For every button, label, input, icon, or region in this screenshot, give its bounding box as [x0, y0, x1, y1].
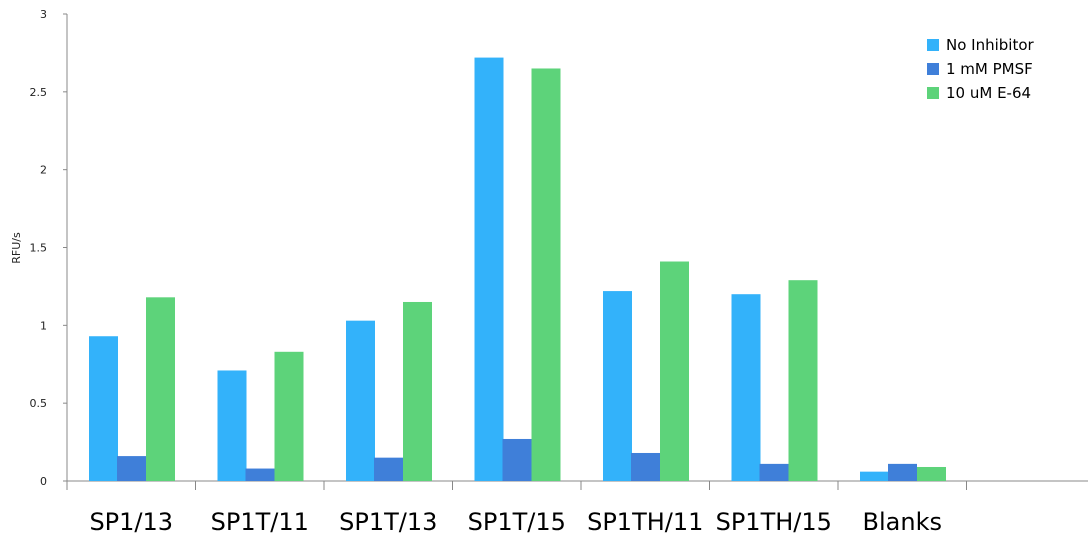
bar-no-inhibitor-sp1t-11	[217, 370, 247, 481]
legend-label: No Inhibitor	[946, 36, 1035, 54]
y-tick-label: 1	[40, 319, 47, 332]
y-axis-label: RFU/s	[10, 232, 23, 264]
x-category-label: SP1TH/15	[716, 508, 832, 536]
legend-label: 1 mM PMSF	[946, 60, 1033, 78]
bar-10-um-e-64-sp1t-15	[531, 68, 561, 481]
bar-no-inhibitor-sp1th-15	[731, 294, 761, 481]
bars	[89, 57, 946, 481]
bar-1-mm-pmsf-sp1t-13	[374, 457, 403, 481]
x-category-label: SP1TH/11	[587, 508, 703, 536]
bar-10-um-e-64-sp1t-11	[274, 351, 304, 481]
y-axis: 0 0.5 1 1.5 2 2.5 3	[30, 8, 68, 488]
y-tick-label: 2.5	[30, 86, 48, 99]
bar-no-inhibitor-sp1t-13	[346, 320, 375, 481]
y-tick-label: 2	[40, 164, 47, 177]
legend: No Inhibitor 1 mM PMSF 10 uM E-64	[927, 36, 1035, 102]
bar-10-um-e-64-sp1t-13	[403, 301, 432, 481]
bar-1-mm-pmsf-sp1th-15	[759, 463, 789, 481]
x-category-label: SP1T/13	[339, 508, 437, 536]
bar-1-mm-pmsf-sp1t-11	[245, 468, 275, 481]
y-tick-label: 0.5	[30, 397, 48, 410]
bar-10-um-e-64-sp1th-11	[660, 261, 689, 481]
bar-10-um-e-64-blanks	[917, 466, 946, 481]
y-tick-label: 3	[40, 8, 47, 21]
x-category-label: Blanks	[863, 508, 942, 536]
bar-no-inhibitor-blanks	[860, 471, 889, 481]
legend-swatch	[927, 63, 939, 75]
x-category-label: SP1T/11	[211, 508, 309, 536]
bar-1-mm-pmsf-sp1th-11	[631, 452, 660, 481]
x-category-label: SP1/13	[89, 508, 173, 536]
legend-swatch	[927, 87, 939, 99]
legend-label: 10 uM E-64	[946, 84, 1031, 102]
bar-1-mm-pmsf-blanks	[888, 463, 917, 481]
y-tick-label: 1.5	[30, 242, 48, 255]
bar-no-inhibitor-sp1-13	[89, 336, 118, 481]
bar-1-mm-pmsf-sp1-13	[117, 456, 146, 481]
bar-10-um-e-64-sp1th-15	[788, 280, 818, 481]
bar-no-inhibitor-sp1th-11	[603, 291, 632, 481]
legend-swatch	[927, 39, 939, 51]
bar-1-mm-pmsf-sp1t-15	[502, 438, 532, 481]
x-category-label: SP1T/15	[468, 508, 566, 536]
bar-no-inhibitor-sp1t-15	[474, 57, 504, 481]
x-axis: SP1/13 SP1T/11 SP1T/13 SP1T/15 SP1TH/11 SP1TH…	[66, 480, 1088, 536]
bar-10-um-e-64-sp1-13	[146, 297, 175, 481]
y-tick-label: 0	[40, 475, 47, 488]
